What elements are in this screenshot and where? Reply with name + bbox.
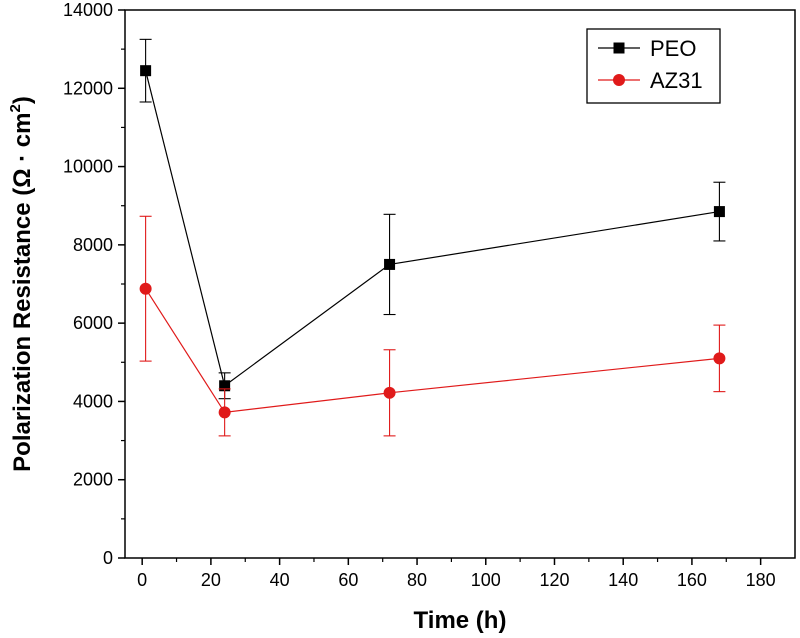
y-axis-title-superscript: 2 (7, 104, 24, 112)
x-tick-label-40: 40 (270, 570, 290, 590)
y-tick-label-12000: 12000 (63, 78, 113, 98)
legend-box (586, 28, 721, 104)
data-point-az31 (383, 386, 396, 399)
y-axis-title-close: ) (9, 96, 36, 104)
series-line-az31 (145, 288, 720, 414)
legend-marker-az31 (613, 74, 625, 86)
data-point-peo (384, 258, 396, 270)
series-az31 (139, 215, 726, 437)
y-tick-label-2000: 2000 (73, 470, 113, 490)
x-tick-label-120: 120 (539, 570, 569, 590)
y-tick-label-10000: 10000 (63, 157, 113, 177)
x-tick-label-100: 100 (471, 570, 501, 590)
x-tick-label-140: 140 (608, 570, 638, 590)
x-axis-title: Time (h) (414, 607, 507, 634)
data-point-az31 (139, 282, 152, 295)
legend: PEO AZ31 (586, 28, 721, 104)
data-point-peo (219, 380, 231, 392)
y-tick-label-4000: 4000 (73, 391, 113, 411)
data-point-az31 (713, 352, 726, 365)
y-tick-label-0: 0 (103, 548, 113, 568)
data-point-az31 (218, 406, 231, 419)
x-tick-label-160: 160 (677, 570, 707, 590)
data-point-peo (140, 65, 152, 77)
y-axis-title: Polarization Resistance (Ω · cm2) (7, 96, 36, 472)
x-tick-label-0: 0 (137, 570, 147, 590)
x-tick-label-20: 20 (201, 570, 221, 590)
plot-area (139, 38, 726, 437)
legend-label-peo: PEO (650, 36, 696, 61)
legend-label-az31: AZ31 (650, 68, 703, 93)
y-tick-label-14000: 14000 (63, 0, 113, 20)
series-line-peo (145, 70, 720, 387)
axes: 0 20 40 60 80 100 120 140 160 180 0 2000 4000 6000 800… (63, 0, 796, 590)
x-tick-label-60: 60 (338, 570, 358, 590)
legend-marker-peo (613, 42, 625, 54)
y-tick-label-6000: 6000 (73, 313, 113, 333)
x-tick-label-80: 80 (407, 570, 427, 590)
data-point-peo (713, 206, 725, 218)
y-axis-title-main: Polarization Resistance (Ω · cm (9, 113, 36, 472)
y-tick-label-8000: 8000 (73, 235, 113, 255)
x-tick-label-180: 180 (746, 570, 776, 590)
